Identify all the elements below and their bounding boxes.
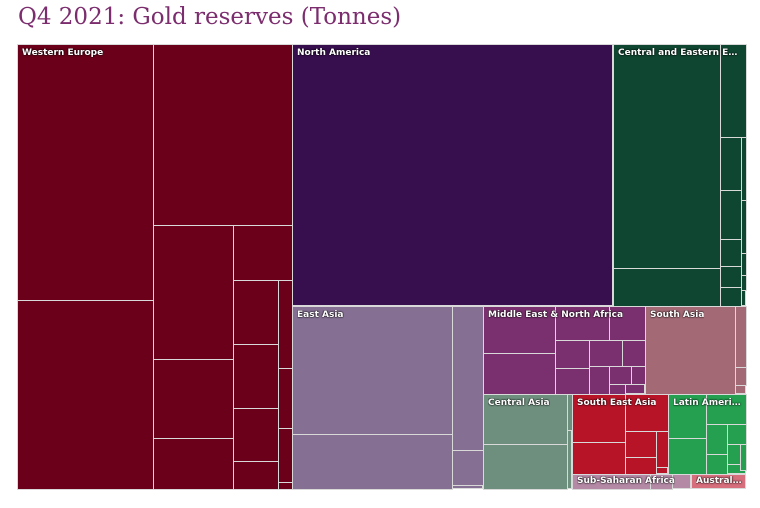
country-cell[interactable] <box>741 275 747 291</box>
country-cell[interactable] <box>727 444 741 465</box>
region-north-america[interactable]: North America <box>292 44 613 306</box>
country-cell[interactable] <box>631 366 646 385</box>
country-cell[interactable] <box>233 225 293 281</box>
country-cell[interactable] <box>233 280 279 345</box>
region-label: South Asia <box>650 310 705 320</box>
region-label: Western Europe <box>22 48 104 58</box>
country-cell[interactable] <box>741 253 747 276</box>
region-sub-saharan-africa[interactable]: Sub-Saharan Africa <box>572 474 691 490</box>
region-label: Sub-Saharan Africa <box>577 476 675 486</box>
region-western-europe[interactable]: Western Europe <box>17 44 293 490</box>
country-cell[interactable] <box>706 454 728 475</box>
region-middle-east-north-africa[interactable]: Middle East & North Africa <box>483 306 646 395</box>
region-label: Latin America ... <box>673 398 743 408</box>
region-south-asia[interactable]: South Asia <box>645 306 747 395</box>
country-cell[interactable] <box>589 366 610 395</box>
country-cell[interactable] <box>278 280 293 369</box>
country-cell[interactable] <box>572 394 626 443</box>
country-cell[interactable] <box>625 431 657 458</box>
country-cell[interactable] <box>483 306 556 354</box>
country-cell[interactable] <box>741 200 747 254</box>
country-cell[interactable] <box>233 408 279 462</box>
country-cell[interactable] <box>706 394 747 425</box>
country-cell[interactable] <box>17 44 154 301</box>
region-central-asia[interactable]: Central Asia <box>483 394 573 490</box>
country-cell[interactable] <box>720 137 742 191</box>
country-cell[interactable] <box>741 137 747 201</box>
chart-title: Q4 2021: Gold reserves (Tonnes) <box>18 4 402 30</box>
region-central-and-eastern-europe[interactable]: Central and Eastern Europe <box>613 44 747 307</box>
region-label: Australasi... <box>696 476 743 486</box>
region-label: Middle East & North Africa <box>488 310 624 320</box>
country-cell[interactable] <box>650 474 673 490</box>
country-cell[interactable] <box>613 44 721 269</box>
country-cell[interactable] <box>720 190 742 240</box>
country-cell[interactable] <box>625 457 657 475</box>
region-label: East Asia <box>297 310 344 320</box>
country-cell[interactable] <box>706 424 728 455</box>
country-cell[interactable] <box>589 340 623 367</box>
country-cell[interactable] <box>153 44 293 226</box>
country-cell[interactable] <box>452 450 484 486</box>
region-label: North America <box>297 48 371 58</box>
country-cell[interactable] <box>233 344 279 409</box>
region-south-east-asia[interactable]: South East Asia <box>572 394 669 475</box>
country-cell[interactable] <box>735 306 747 368</box>
country-cell[interactable] <box>278 368 293 429</box>
country-cell[interactable] <box>613 268 721 307</box>
country-cell[interactable] <box>609 366 632 385</box>
region-australasia[interactable]: Australasi... <box>691 474 746 489</box>
country-cell[interactable] <box>153 359 234 439</box>
country-cell[interactable] <box>727 424 747 445</box>
country-cell[interactable] <box>278 482 293 490</box>
country-cell[interactable] <box>292 306 453 435</box>
country-cell[interactable] <box>720 266 742 288</box>
country-cell[interactable] <box>483 444 568 490</box>
region-east-asia[interactable]: East Asia <box>292 306 484 490</box>
country-cell[interactable] <box>233 461 279 490</box>
country-cell[interactable] <box>740 444 747 471</box>
country-cell[interactable] <box>483 353 556 395</box>
country-cell[interactable] <box>609 306 646 341</box>
region-label: Central and Eastern Europe <box>618 48 743 58</box>
country-cell[interactable] <box>292 434 453 490</box>
country-cell[interactable] <box>555 368 590 395</box>
country-cell[interactable] <box>452 306 484 451</box>
country-cell[interactable] <box>622 340 646 367</box>
region-label: South East Asia <box>577 398 657 408</box>
country-cell[interactable] <box>555 340 590 369</box>
country-cell[interactable] <box>278 428 293 483</box>
region-latin-america[interactable]: Latin America ... <box>668 394 747 475</box>
country-cell[interactable] <box>153 225 234 360</box>
country-cell[interactable] <box>720 44 747 138</box>
country-cell[interactable] <box>720 239 742 267</box>
country-cell[interactable] <box>483 394 568 445</box>
country-cell[interactable] <box>625 394 669 432</box>
country-cell[interactable] <box>153 438 234 490</box>
country-cell[interactable] <box>720 287 742 307</box>
country-cell[interactable] <box>735 367 747 386</box>
country-cell[interactable] <box>572 442 626 475</box>
region-label: Central Asia <box>488 398 550 408</box>
country-cell[interactable] <box>17 300 154 490</box>
country-cell[interactable] <box>668 438 707 475</box>
